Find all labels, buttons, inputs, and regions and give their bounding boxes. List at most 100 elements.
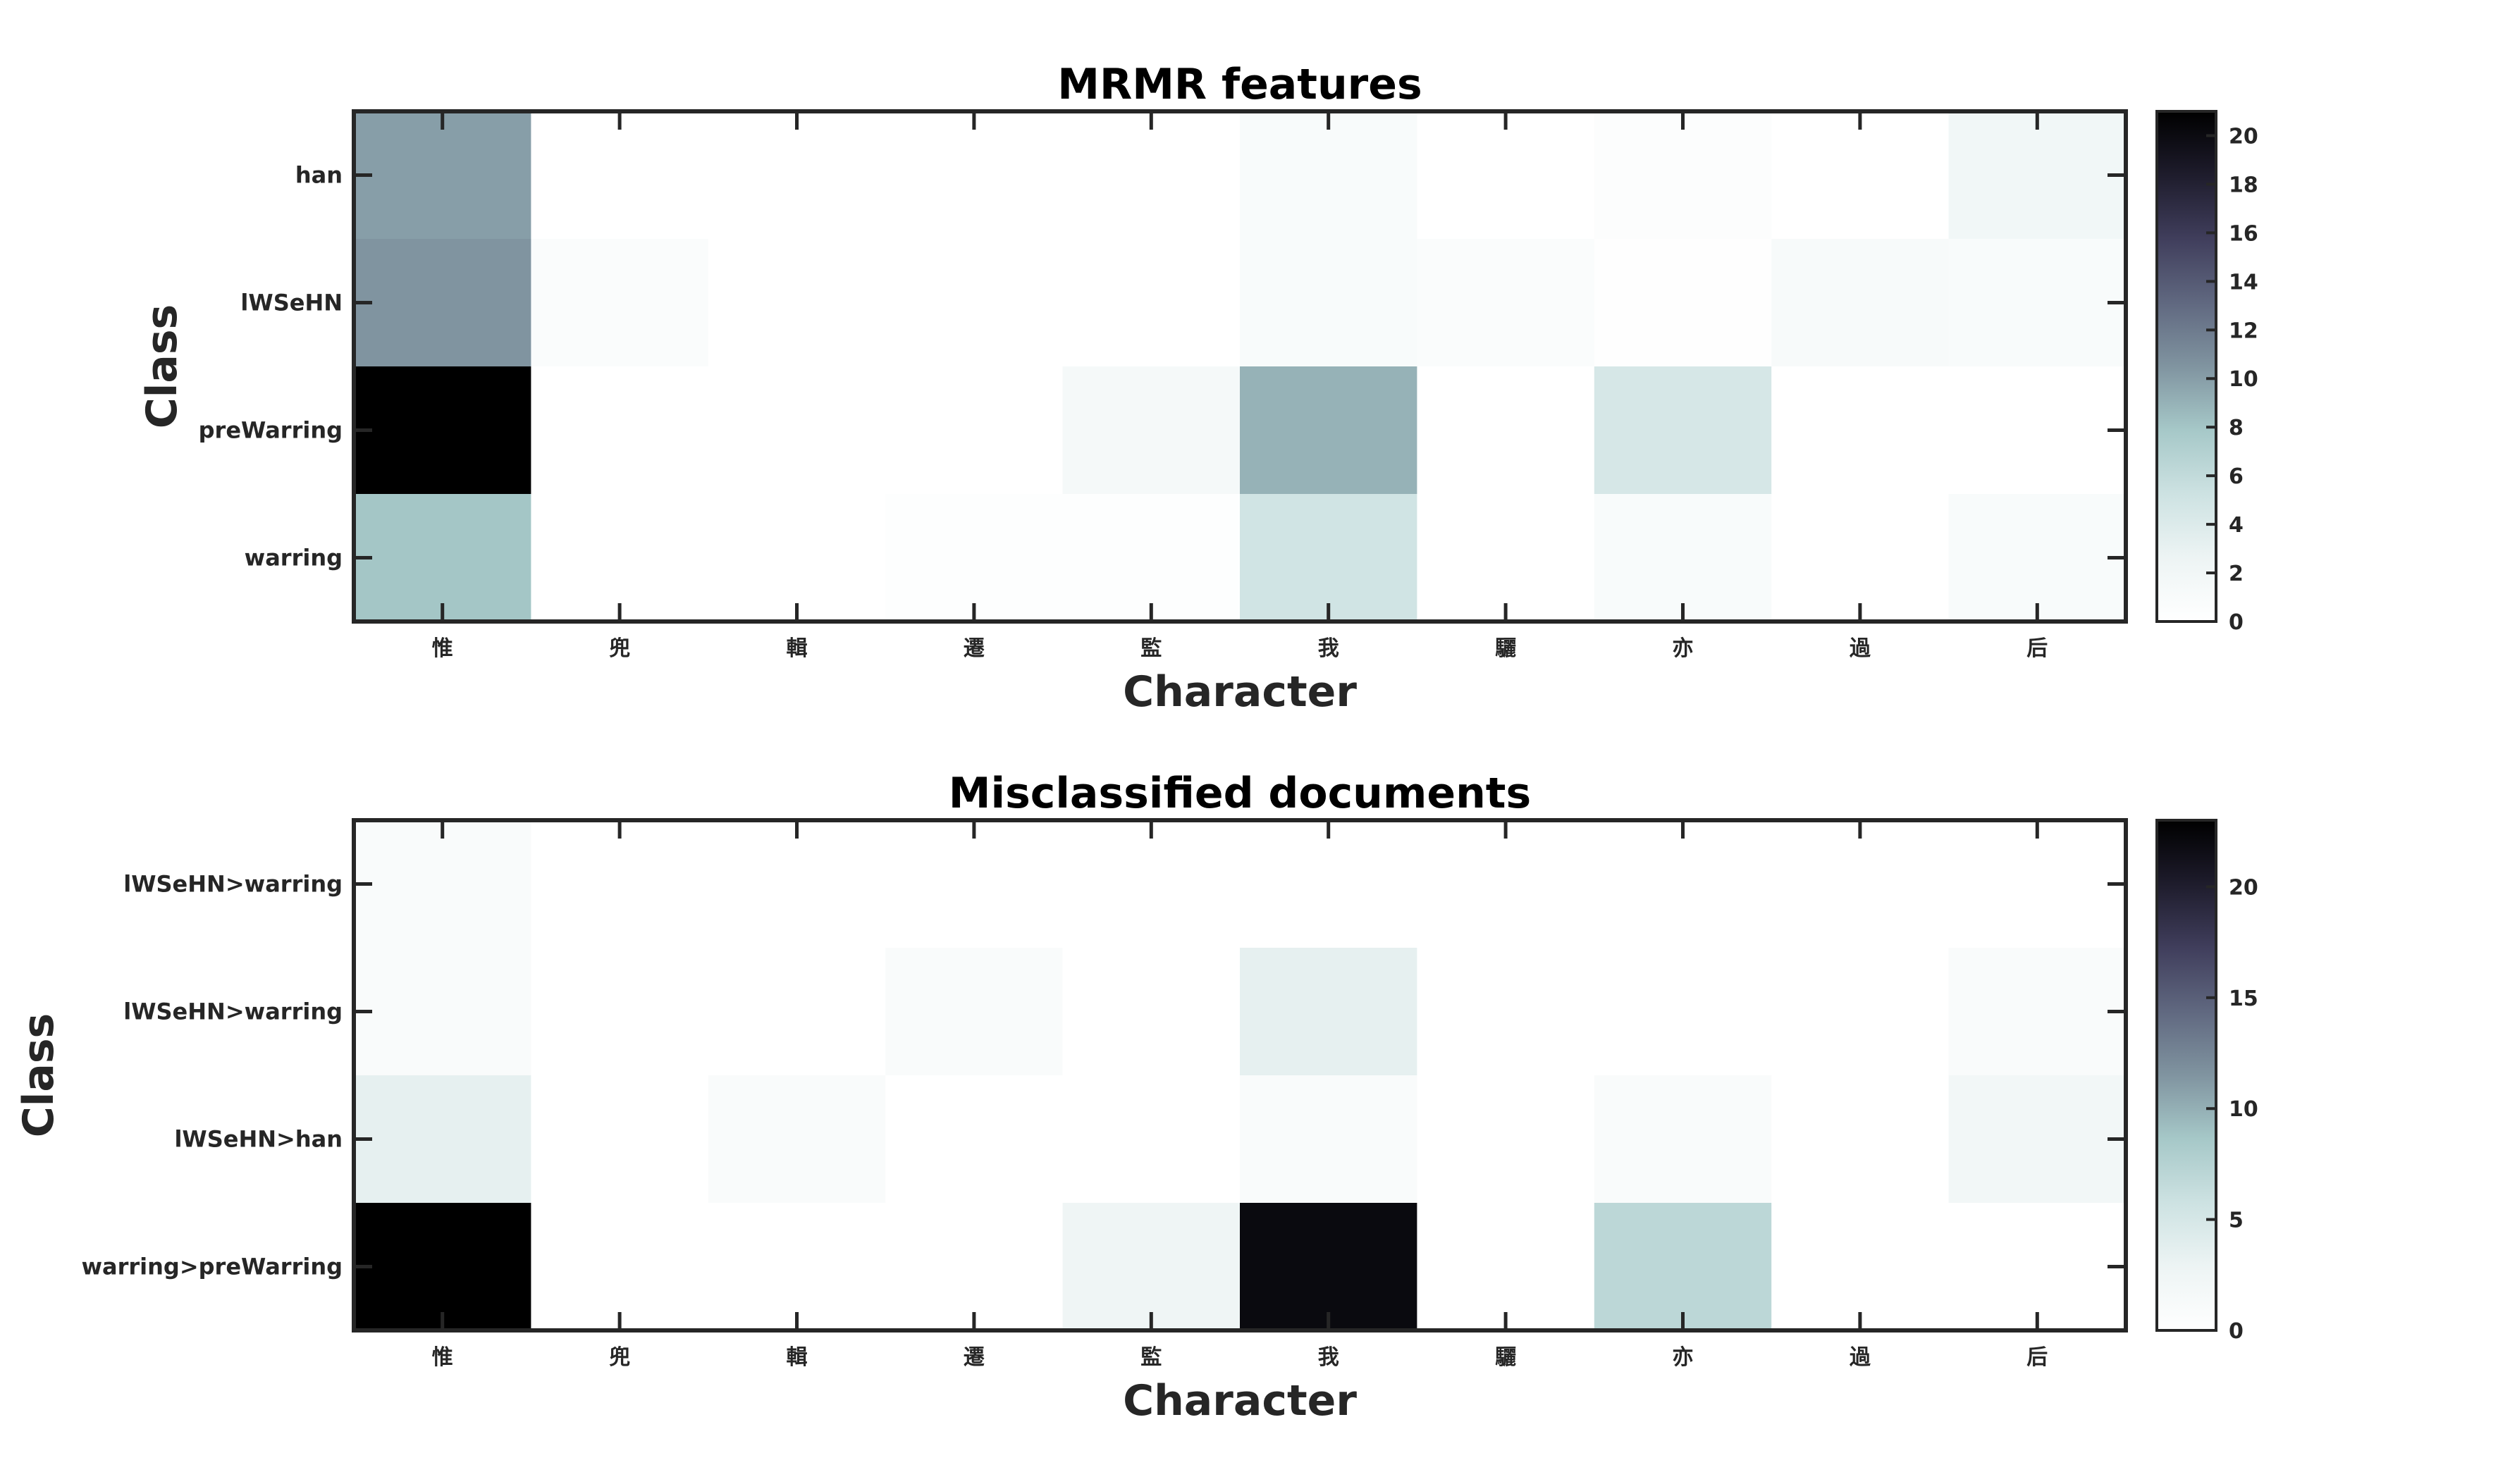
colorbar-tick-label: 14	[2229, 270, 2258, 295]
heatmap-cell	[531, 494, 709, 622]
heatmap-cell	[708, 111, 886, 240]
heatmap-cell	[1771, 239, 1950, 367]
colorbar-tick-label: 5	[2229, 1208, 2244, 1233]
heatmap-cell	[1948, 494, 2127, 622]
chart-title: MRMR features	[1057, 60, 1422, 109]
heatmap-cell	[885, 111, 1064, 240]
heatmap-cell	[885, 366, 1064, 495]
heatmap-cell	[1594, 366, 1772, 495]
y-tick-label: warring>preWarring	[81, 1254, 343, 1280]
heatmap-cell	[1771, 111, 1950, 240]
colorbar-tick-label: 20	[2229, 875, 2258, 900]
heatmap-cell	[1240, 1203, 1417, 1331]
heatmap-cell	[1240, 239, 1417, 367]
x-tick-label: 我	[1318, 1345, 1339, 1370]
x-axis-label: Character	[1123, 1376, 1357, 1426]
heatmap-cell	[1948, 948, 2127, 1076]
y-tick-label: lWSeHN	[240, 290, 343, 316]
y-axis-label: Class	[14, 1013, 63, 1138]
colorbar-tick-label: 8	[2229, 416, 2244, 440]
colorbar-tick-label: 10	[2229, 1097, 2258, 1122]
heatmap-cell	[354, 1075, 531, 1204]
heatmap-cell	[1771, 366, 1950, 495]
heatmap-cell	[1948, 820, 2127, 948]
heatmap-cell	[354, 820, 531, 948]
x-tick-label: 遷	[964, 1345, 985, 1370]
tick-marks	[354, 111, 2126, 622]
heatmap-cell	[1062, 820, 1241, 948]
heatmap-cell	[1417, 366, 1595, 495]
colorbar-tick-label: 15	[2229, 987, 2258, 1011]
heatmap-cell	[1771, 820, 1950, 948]
y-tick-label: warring	[245, 545, 343, 571]
heatmap-cells	[354, 111, 2127, 622]
heatmap-cell	[354, 239, 531, 367]
y-tick-label: lWSeHN>warring	[123, 871, 343, 898]
heatmap-cell	[885, 239, 1064, 367]
heatmap-cell	[1240, 494, 1417, 622]
colorbar-tick-label: 2	[2229, 562, 2244, 586]
chart-title: Misclassified documents	[949, 769, 1531, 818]
colorbar: 0 5 10 15 20	[2155, 819, 2258, 1344]
x-tick-label: 遷	[964, 636, 985, 661]
colorbar-gradient	[2155, 819, 2217, 1332]
heatmap-panel-1: 惟 兜 輯 遷 監 我 驪 亦 過 后 han lWSeHN preWarring warring MRMR…	[137, 60, 2258, 717]
x-tick-label: 亦	[1673, 636, 1694, 661]
heatmap-cell	[354, 1203, 531, 1331]
heatmap-cell	[1948, 239, 2127, 367]
heatmap-cell	[1417, 111, 1595, 240]
heatmap-cell	[531, 111, 709, 240]
heatmap-cell	[1062, 1075, 1241, 1204]
colorbar-tick-label: 0	[2229, 610, 2244, 635]
colorbar-tick-label: 18	[2229, 173, 2258, 197]
x-tick-label: 兜	[609, 1345, 630, 1370]
heatmap-cell	[531, 1203, 709, 1331]
heatmap-cell	[1594, 239, 1772, 367]
colorbar-tick-label: 10	[2229, 367, 2258, 392]
heatmap-cell	[1948, 1203, 2127, 1331]
x-tick-label: 監	[1140, 636, 1162, 661]
heatmap-cell	[885, 1203, 1064, 1331]
heatmap-cell	[1062, 239, 1241, 367]
heatmap-cell	[354, 111, 531, 240]
heatmap-cell	[531, 366, 709, 495]
heatmap-cell	[1417, 1203, 1595, 1331]
y-tick-label: lWSeHN>warring	[123, 998, 343, 1025]
colorbar-gradient	[2155, 110, 2217, 623]
heatmap-cell	[1948, 1075, 2127, 1204]
heatmap-cell	[1594, 948, 1772, 1076]
y-tick-label: han	[295, 162, 343, 189]
heatmap-cell	[531, 948, 709, 1076]
plot-frame	[352, 109, 2128, 624]
colorbar-tick-label: 20	[2229, 124, 2258, 149]
heatmap-cell	[1240, 366, 1417, 495]
y-axis-label: Class	[137, 304, 187, 429]
heatmap-cell	[885, 948, 1064, 1076]
heatmap-cell	[708, 948, 886, 1076]
heatmap-cell	[1771, 948, 1950, 1076]
tick-marks	[354, 820, 2126, 1330]
colorbar-tick-label: 0	[2229, 1319, 2244, 1344]
heatmap-cell	[1417, 948, 1595, 1076]
heatmap-cell	[1948, 366, 2127, 495]
heatmap-cell	[708, 820, 886, 948]
heatmap-cell	[1594, 820, 1772, 948]
x-tick-label: 后	[2026, 1345, 2048, 1370]
heatmap-cell	[1240, 1075, 1417, 1204]
heatmap-cell	[708, 366, 886, 495]
heatmap-cell	[1594, 1203, 1772, 1331]
x-tick-label: 輯	[787, 636, 808, 661]
heatmap-cell	[1062, 1203, 1241, 1331]
heatmap-cell	[885, 820, 1064, 948]
heatmap-cell	[1771, 1075, 1950, 1204]
x-tick-label: 兜	[609, 636, 630, 661]
heatmap-cell	[885, 1075, 1064, 1204]
x-tick-label: 輯	[787, 1345, 808, 1370]
heatmap-cell	[1771, 494, 1950, 622]
heatmap-cell	[1594, 1075, 1772, 1204]
heatmap-cell	[531, 239, 709, 367]
heatmap-cell	[531, 1075, 709, 1204]
heatmap-cell	[1771, 1203, 1950, 1331]
colorbar-tick-label: 12	[2229, 319, 2258, 343]
